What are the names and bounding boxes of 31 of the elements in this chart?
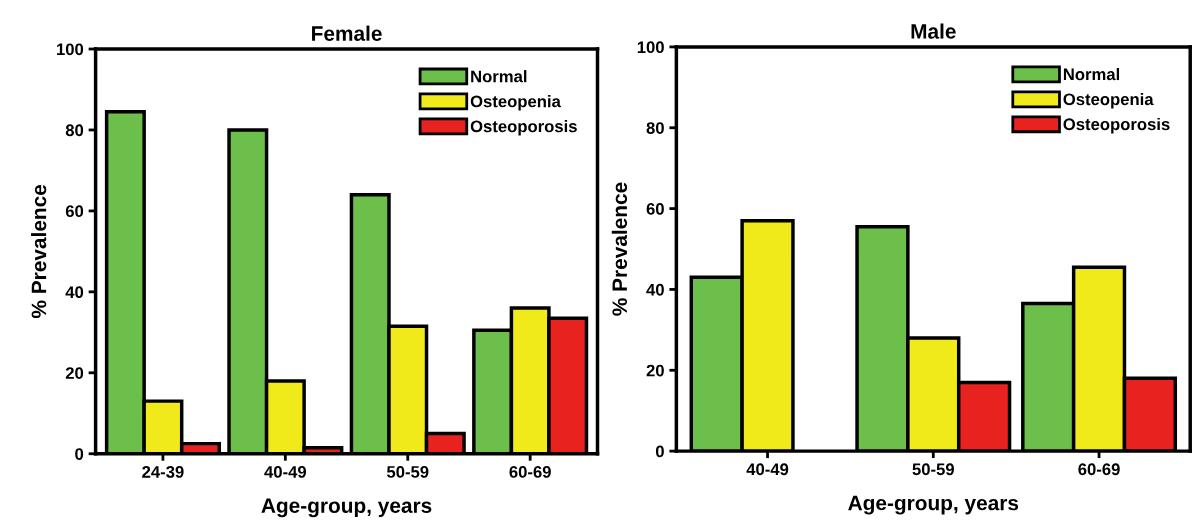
y-tick-label: 20 bbox=[646, 364, 664, 377]
legend-label: Normal bbox=[1063, 67, 1120, 81]
x-axis-title: Age-group, years bbox=[848, 495, 1019, 515]
y-tick-label: 60 bbox=[65, 205, 84, 218]
legend-label: Osteoporosis bbox=[470, 120, 577, 136]
x-tick-label: 50-59 bbox=[386, 465, 429, 478]
y-tick-label: 80 bbox=[65, 124, 84, 137]
legend-label: Osteoporosis bbox=[1063, 117, 1170, 134]
y-tick-label: 40 bbox=[646, 283, 664, 296]
y-tick-label: 40 bbox=[65, 286, 84, 299]
y-tick-label: 100 bbox=[57, 43, 84, 56]
y-axis-title: % Prevalence bbox=[31, 184, 47, 319]
legend-label: Osteopenia bbox=[470, 95, 561, 111]
y-tick-label: 20 bbox=[65, 367, 84, 379]
y-tick-label: 100 bbox=[637, 41, 664, 54]
y-axis-title: % Prevalence bbox=[611, 182, 628, 316]
y-tick-label: 0 bbox=[655, 445, 664, 458]
y-tick-label: 0 bbox=[75, 448, 84, 460]
x-tick-label: 60-69 bbox=[1078, 463, 1120, 476]
legend-label: Osteopenia bbox=[1063, 92, 1154, 109]
chart-title: Male bbox=[911, 23, 956, 39]
legend-label: Normal bbox=[471, 70, 527, 83]
x-tick-label: 40-49 bbox=[746, 463, 789, 476]
y-tick-label: 80 bbox=[646, 122, 664, 134]
x-tick-label: 24-39 bbox=[142, 465, 184, 478]
x-tick-label: 50-59 bbox=[912, 463, 954, 476]
x-axis-title: Age-group, years bbox=[261, 498, 432, 518]
y-tick-label: 60 bbox=[646, 202, 664, 215]
x-tick-label: 40-49 bbox=[264, 465, 307, 478]
x-tick-label: 60-69 bbox=[509, 465, 551, 478]
chart-title: Female bbox=[312, 25, 382, 41]
